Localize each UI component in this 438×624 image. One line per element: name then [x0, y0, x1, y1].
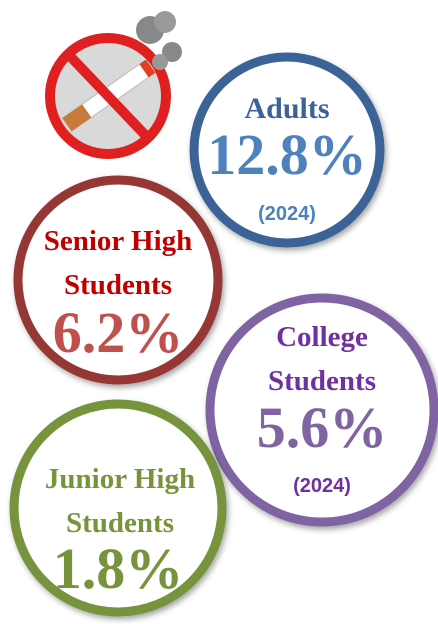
circle-value: 6.2% — [53, 300, 184, 365]
circle-label: Junior High — [45, 463, 195, 495]
circle-label: Students — [66, 507, 174, 539]
circle-note: (2024) — [258, 203, 316, 225]
circle-label: College — [276, 321, 368, 353]
circle-label: Students — [64, 269, 172, 301]
circle-label: Adults — [244, 92, 329, 125]
circle-ring — [205, 293, 438, 527]
circle-value: 5.6% — [257, 395, 388, 460]
circle-label: Senior High — [44, 225, 193, 257]
no-smoking-icon — [45, 11, 182, 159]
circle-value: 12.8% — [207, 122, 367, 187]
circle-ring — [9, 399, 227, 617]
circle-note: (2024) — [293, 475, 351, 497]
circle-label: Students — [268, 365, 376, 397]
circle-value: 1.8% — [53, 536, 184, 601]
circle-ring — [189, 52, 385, 248]
circle-ring — [13, 175, 223, 385]
